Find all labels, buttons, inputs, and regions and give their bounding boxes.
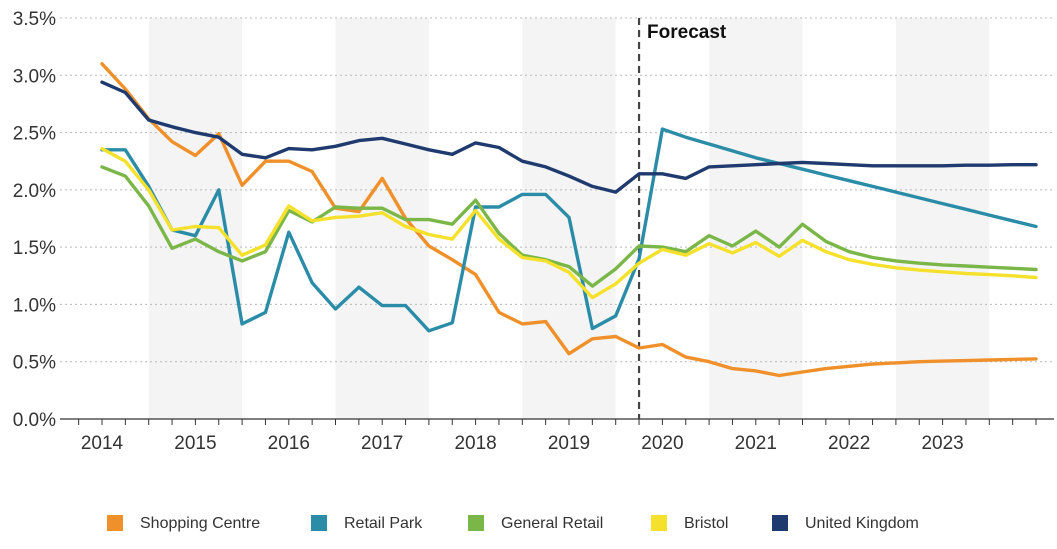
legend-label-shopping-centre: Shopping Centre (140, 515, 260, 532)
series-line-bristol (100, 146, 1038, 300)
y-tick-label: 2.0% (13, 181, 56, 202)
y-tick-label: 1.0% (13, 295, 56, 316)
x-tick-label: 2023 (921, 433, 963, 454)
shaded-year-2021 (709, 18, 803, 419)
x-tick-label: 2019 (548, 433, 590, 454)
legend-swatch-general-retail (468, 515, 484, 531)
y-axis: 0.0% 0.5% 1.0% 1.5% 2.0% 2.5% 3.0% 3.5% (13, 9, 56, 431)
shaded-year-2015 (148, 18, 243, 419)
series-lines (100, 62, 1038, 378)
x-tick-label: 2014 (81, 433, 124, 454)
legend-label-retail-park: Retail Park (344, 515, 423, 532)
x-tick-label: 2020 (641, 433, 683, 454)
gridlines (60, 17, 1054, 363)
forecast-marker: Forecast (637, 18, 727, 419)
legend-swatch-shopping-centre (107, 515, 123, 531)
x-tick-label: 2018 (454, 433, 496, 454)
shaded-year-2023 (895, 18, 990, 419)
series-line-retail-park (100, 127, 1038, 333)
y-tick-label: 1.5% (13, 238, 56, 259)
series-line-general-retail (100, 165, 1038, 288)
forecast-label: Forecast (647, 22, 727, 43)
legend-swatch-united-kingdom (772, 515, 788, 531)
legend-label-united-kingdom: United Kingdom (805, 515, 919, 532)
y-tick-label: 0.5% (13, 353, 56, 374)
legend-label-general-retail: General Retail (501, 515, 603, 532)
legend-swatch-retail-park (311, 515, 327, 531)
legend-label-bristol: Bristol (684, 515, 728, 532)
series-line-shopping-centre (100, 62, 1038, 378)
y-tick-label: 3.0% (13, 66, 56, 87)
series-line-united-kingdom (100, 80, 1038, 194)
y-tick-label: 3.5% (13, 9, 56, 30)
x-tick-label: 2022 (828, 433, 870, 454)
x-tick-label: 2021 (735, 433, 777, 454)
x-axis: 2014 2015 2016 2017 2018 2019 2020 2021 2022 2023 (60, 418, 1054, 454)
legend-swatch-bristol (651, 515, 667, 531)
x-tick-label: 2016 (268, 433, 310, 454)
legend: Shopping Centre Retail Park General Retail… (107, 515, 919, 532)
y-tick-label: 0.0% (13, 410, 56, 431)
y-tick-label: 2.5% (13, 124, 56, 145)
x-tick-label: 2017 (361, 433, 403, 454)
x-tick-label: 2015 (174, 433, 216, 454)
